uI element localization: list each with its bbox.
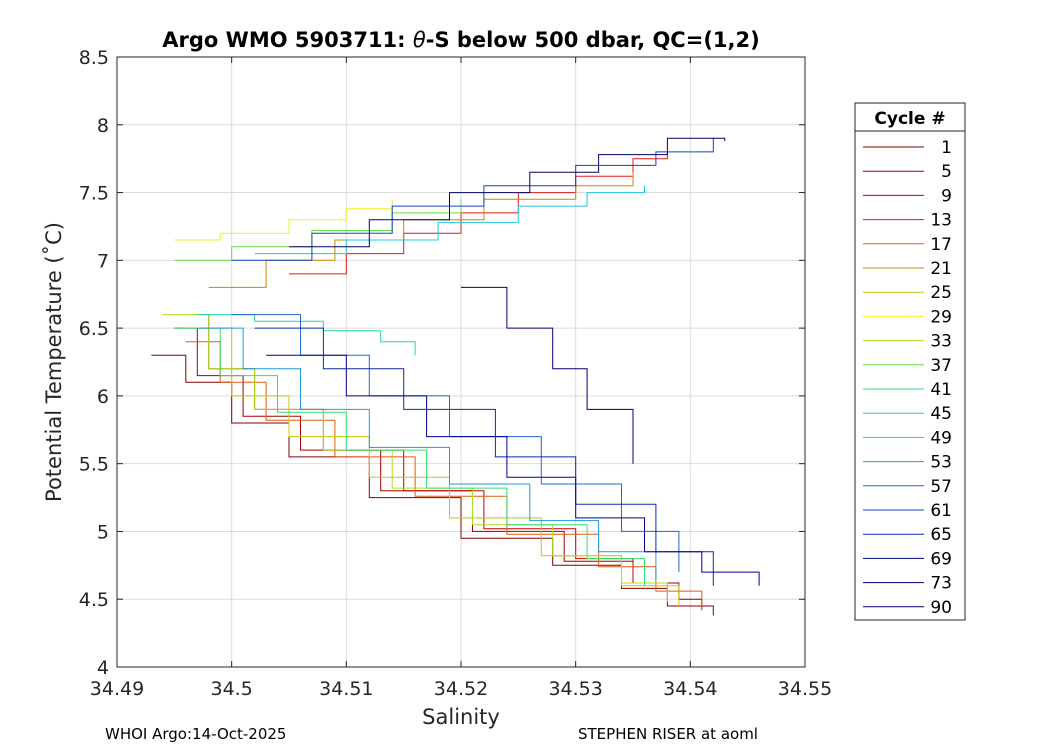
y-tick-label: 4 (97, 657, 109, 679)
x-tick-labels: 34.49 34.5 34.51 34.52 34.53 34.54 34.55 (90, 678, 832, 700)
legend-label-cycle-90: 90 (930, 598, 952, 618)
legend-entries: 1 5 9 13 17 21 25 29 33 37 41 45 49 53 57 61 65 69 73 90 (863, 138, 952, 618)
legend-label-cycle-25: 25 (930, 283, 952, 303)
legend-label-cycle-37: 37 (930, 356, 952, 376)
legend-label-cycle-17: 17 (930, 235, 952, 255)
x-tick-label: 34.53 (548, 678, 602, 700)
legend-label-cycle-57: 57 (930, 477, 952, 497)
y-tick-label: 8.5 (79, 47, 109, 69)
legend-label-cycle-41: 41 (930, 380, 952, 400)
legend-label-cycle-9: 9 (941, 186, 952, 206)
x-tick-label: 34.49 (90, 678, 144, 700)
x-tick-label: 34.52 (434, 678, 488, 700)
legend-label-cycle-45: 45 (930, 404, 952, 424)
y-tick-label: 7 (97, 250, 109, 272)
series-line-cycle-73 (461, 286, 634, 464)
series-line-cycle-33 (162, 314, 668, 602)
y-axis-label: Potential Temperature (˚C) (42, 222, 66, 502)
footer-right: STEPHEN RISER at aoml (578, 725, 758, 743)
legend-label-cycle-73: 73 (930, 574, 952, 594)
series-line-cycle-37 (174, 199, 462, 261)
series-line-cycle-90 (289, 137, 726, 248)
x-axis-label: Salinity (422, 705, 500, 729)
series-line-cycle-53 (197, 327, 657, 579)
y-tick-label: 7.5 (79, 183, 109, 205)
series-line-cycle-69 (266, 354, 760, 586)
x-tick-label: 34.54 (663, 678, 717, 700)
y-tick-label: 8 (97, 115, 109, 137)
axis-ticks (116, 56, 806, 668)
x-tick-label: 34.5 (211, 678, 253, 700)
legend-label-cycle-5: 5 (941, 162, 952, 182)
plot-lines (151, 137, 760, 616)
y-tick-label: 6.5 (79, 318, 109, 340)
x-tick-label: 34.51 (319, 678, 373, 700)
legend-label-cycle-69: 69 (930, 549, 952, 569)
chart-title: Argo WMO 5903711: θ-S below 500 dbar, QC… (162, 28, 759, 52)
legend-title: Cycle # (874, 109, 945, 129)
legend-label-cycle-65: 65 (930, 525, 952, 545)
y-tick-label: 6 (97, 386, 109, 408)
series-line-cycle-49 (254, 185, 645, 255)
y-tick-label: 4.5 (79, 589, 109, 611)
series-line-cycle-61 (231, 138, 714, 261)
legend-label-cycle-61: 61 (930, 501, 952, 521)
y-tick-labels: 4 4.5 5 5.5 6 6.5 7 7.5 8 8.5 (79, 47, 109, 679)
series-line-cycle-41 (174, 327, 645, 586)
legend: Cycle # 1 5 9 13 17 21 25 29 33 37 41 45 49 53 57 61 65 6… (854, 102, 966, 621)
y-tick-label: 5 (97, 521, 109, 543)
legend-label-cycle-49: 49 (930, 428, 952, 448)
series-line-cycle-29 (174, 199, 393, 241)
legend-label-cycle-29: 29 (930, 307, 952, 327)
legend-label-cycle-33: 33 (930, 332, 952, 352)
legend-label-cycle-13: 13 (930, 211, 952, 231)
y-tick-label: 5.5 (79, 454, 109, 476)
x-tick-label: 34.55 (778, 678, 832, 700)
legend-label-cycle-1: 1 (941, 138, 952, 158)
legend-label-cycle-21: 21 (930, 259, 952, 279)
legend-label-cycle-53: 53 (930, 453, 952, 473)
footer-left: WHOI Argo:14-Oct-2025 (105, 725, 287, 743)
